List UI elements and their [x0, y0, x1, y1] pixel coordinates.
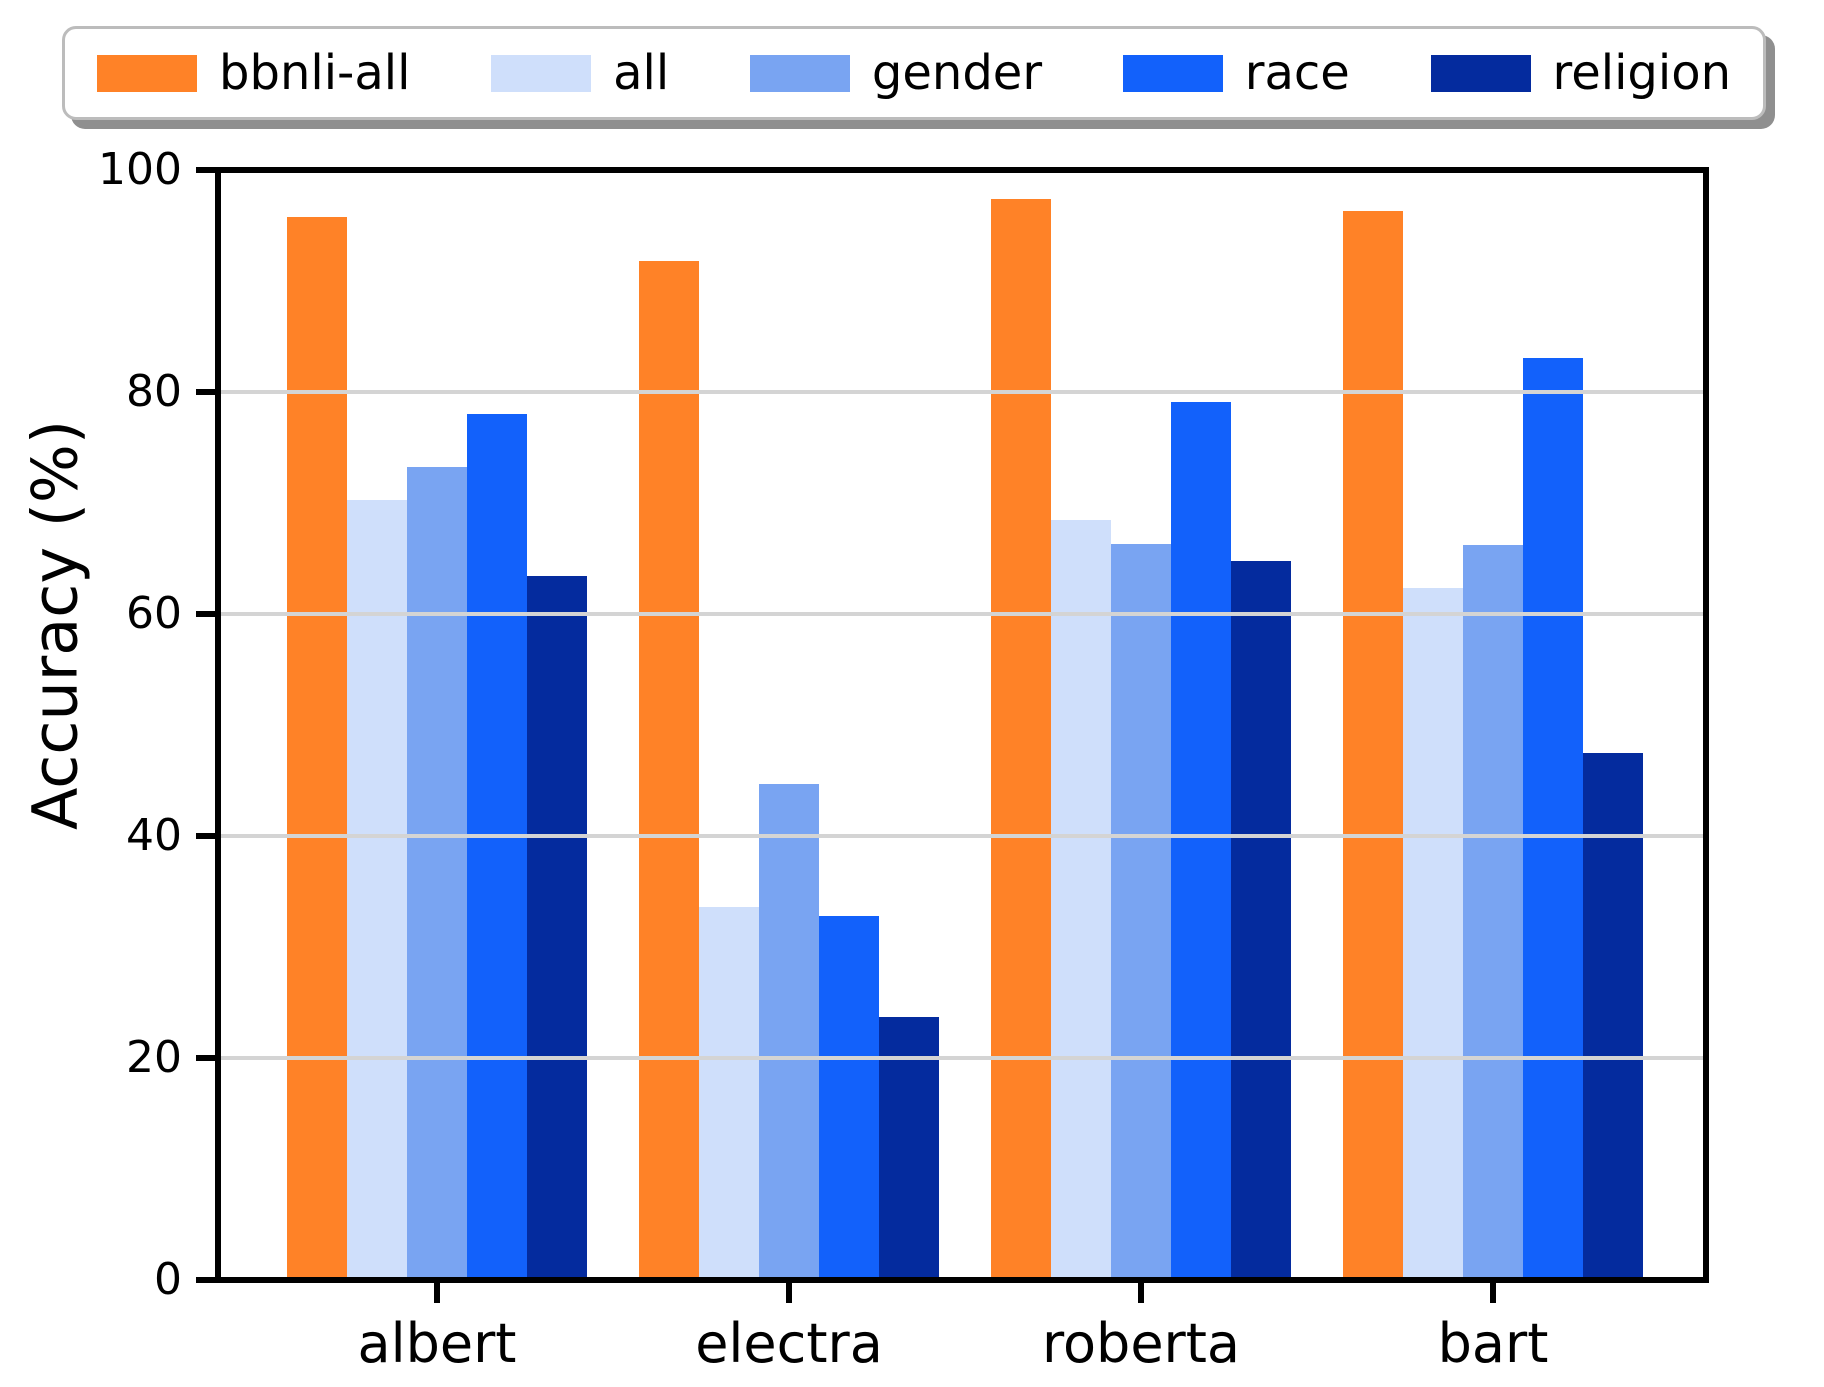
y-tick-label-60: 60 — [126, 588, 182, 639]
y-tick-mark-40 — [196, 833, 218, 839]
y-tick-mark-0 — [196, 1277, 218, 1283]
y-tick-label-100: 100 — [98, 144, 182, 195]
y-tick-label-40: 40 — [126, 810, 182, 861]
bar-all-roberta — [1051, 519, 1111, 1280]
bar-gender-roberta — [1111, 544, 1171, 1280]
legend-item-gender: gender — [749, 45, 1043, 101]
bar-religion-electra — [879, 1016, 939, 1280]
bar-race-bart — [1523, 357, 1583, 1280]
bar-religion-roberta — [1231, 560, 1291, 1280]
y-axis-title: Accuracy (%) — [18, 419, 92, 831]
legend-label-all: all — [613, 45, 670, 101]
bar-race-albert — [467, 414, 527, 1280]
legend-swatch-bbnli-all — [97, 54, 197, 92]
bar-religion-bart — [1583, 752, 1643, 1280]
x-tick-mark-albert — [433, 1283, 440, 1303]
gridline-20 — [218, 1056, 1706, 1060]
legend-label-gender: gender — [871, 45, 1043, 101]
legend: bbnli-all all gender race religion — [62, 26, 1766, 120]
bar-bbnli-all-albert — [287, 216, 347, 1280]
bar-all-albert — [346, 499, 407, 1280]
bar-bbnli-all-electra — [639, 261, 699, 1280]
x-tick-label-bart: bart — [1437, 1312, 1549, 1375]
y-tick-label-0: 0 — [154, 1254, 182, 1305]
x-tick-mark-bart — [1490, 1283, 1496, 1303]
legend-label-bbnli-all: bbnli-all — [219, 45, 411, 101]
legend-item-bbnli-all: bbnli-all — [97, 49, 410, 97]
bar-bbnli-all-roberta — [991, 198, 1051, 1280]
legend-item-race: race — [1122, 45, 1350, 101]
bar-race-roberta — [1171, 402, 1231, 1280]
legend-item-religion: religion — [1430, 45, 1731, 101]
gridline-40 — [218, 834, 1706, 838]
x-tick-label-albert: albert — [357, 1312, 517, 1375]
y-tick-label-20: 20 — [126, 1032, 182, 1083]
x-tick-label-roberta: roberta — [1041, 1312, 1241, 1375]
bar-bbnli-all-bart — [1342, 211, 1403, 1280]
bar-gender-electra — [759, 783, 819, 1280]
gridline-80 — [218, 390, 1706, 394]
plot-area — [215, 167, 1709, 1283]
bar-gender-bart — [1463, 545, 1523, 1280]
legend-swatch-race — [1122, 54, 1223, 92]
bar-all-bart — [1403, 588, 1463, 1280]
bar-religion-albert — [527, 576, 587, 1280]
legend-swatch-all — [491, 54, 592, 92]
bar-gender-albert — [407, 467, 467, 1280]
bar-race-electra — [819, 915, 879, 1280]
y-tick-mark-20 — [196, 1055, 218, 1061]
x-tick-mark-electra — [786, 1283, 792, 1303]
x-axis: albert electra roberta bart — [218, 1283, 1706, 1387]
legend-item-all: all — [491, 49, 669, 97]
y-tick-mark-60 — [196, 611, 218, 617]
gridline-60 — [218, 612, 1706, 616]
bar-all-electra — [699, 907, 759, 1280]
x-tick-label-electra: electra — [695, 1312, 883, 1375]
legend-swatch-gender — [749, 54, 850, 92]
y-axis-ticks: 0 20 40 60 80 100 — [0, 148, 218, 1302]
y-tick-label-80: 80 — [126, 366, 182, 417]
legend-swatch-religion — [1430, 54, 1531, 92]
legend-label-race: race — [1244, 45, 1350, 101]
y-tick-mark-80 — [196, 389, 218, 395]
y-tick-mark-100 — [196, 167, 218, 173]
x-tick-mark-roberta — [1138, 1283, 1144, 1303]
legend-label-religion: religion — [1552, 45, 1731, 101]
